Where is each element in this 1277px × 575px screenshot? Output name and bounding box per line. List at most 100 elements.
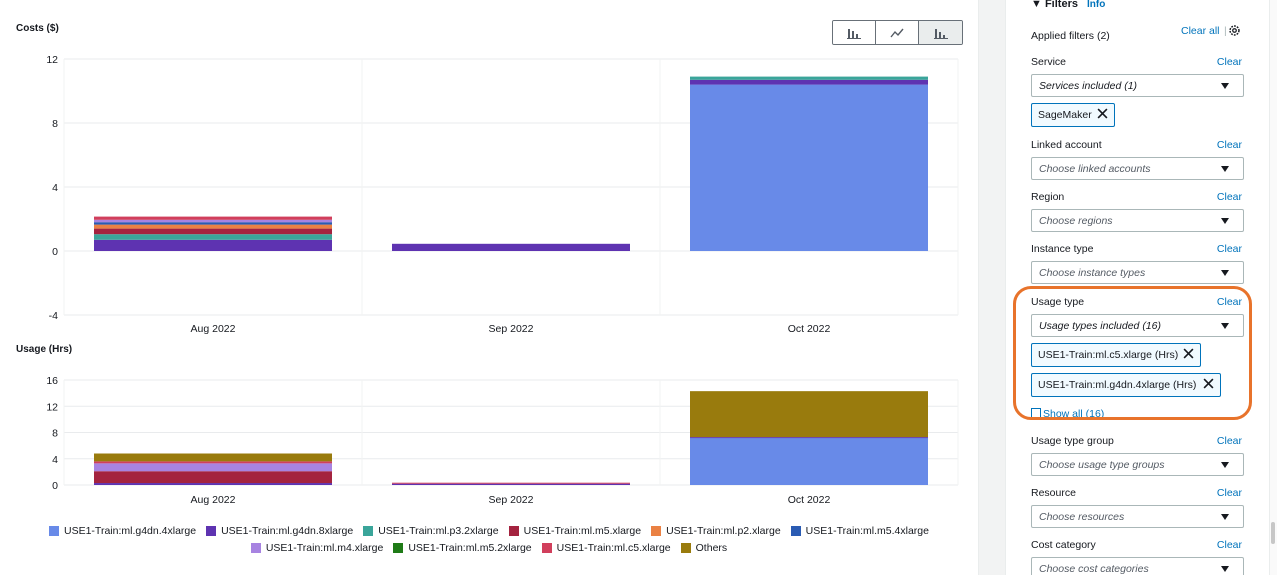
- resource-clear-link[interactable]: Clear: [1216, 487, 1242, 499]
- legend-label: USE1-Train:ml.m5.4xlarge: [805, 525, 929, 537]
- resource-select[interactable]: Choose resources: [1031, 505, 1244, 528]
- chart-view-toggle: [832, 20, 963, 45]
- region-clear-link[interactable]: Clear: [1216, 191, 1242, 203]
- legend-swatch: [541, 543, 552, 553]
- legend-item[interactable]: USE1-Train:ml.p3.2xlarge: [363, 525, 499, 537]
- legend-item[interactable]: USE1-Train:ml.c5.xlarge: [541, 542, 671, 554]
- legend-swatch: [250, 543, 261, 553]
- caret-down-icon: [1221, 83, 1229, 89]
- usage-type-group-select[interactable]: Choose usage type groups: [1031, 453, 1244, 476]
- caret-down-icon: [1221, 166, 1229, 172]
- chart-panel: 12 8 4 0 -4 Aug 2022 Sep 2022 Oct 2022 16 12 8 4 0 Au…: [0, 20, 978, 554]
- bar-segment: [690, 437, 928, 485]
- bar-segment: [690, 437, 928, 439]
- service-clear-link[interactable]: Clear: [1216, 56, 1242, 68]
- bar-segment: [690, 76, 928, 80]
- x-tick-label: Sep 2022: [489, 323, 534, 335]
- panel-divider: [978, 0, 1006, 575]
- scrollbar-thumb[interactable]: [1271, 522, 1275, 544]
- region-select[interactable]: Choose regions: [1031, 209, 1244, 232]
- bar-segment: [690, 79, 928, 85]
- x-tick-label: Aug 2022: [191, 323, 236, 335]
- bar-segment: [94, 224, 332, 229]
- y-tick-label: -4: [49, 310, 58, 322]
- legend-swatch: [651, 526, 662, 536]
- info-link[interactable]: Info: [1087, 0, 1106, 10]
- legend-label: USE1-Train:ml.c5.xlarge: [556, 542, 671, 554]
- legend-item[interactable]: USE1-Train:ml.p2.xlarge: [651, 525, 781, 537]
- service-chip: SageMaker: [1031, 103, 1115, 127]
- chip-label: USE1-Train:ml.g4dn.4xlarge (Hrs): [1038, 379, 1197, 391]
- cost-category-select[interactable]: Choose cost categories: [1031, 557, 1244, 575]
- caret-down-icon: [1221, 323, 1229, 329]
- y-tick-label: 8: [52, 118, 58, 130]
- gear-icon[interactable]: [1228, 24, 1241, 37]
- line-chart-view-button[interactable]: [876, 21, 919, 44]
- charts-canvas: 12 8 4 0 -4 Aug 2022 Sep 2022 Oct 2022 16 12 8 4 0 Au…: [46, 54, 959, 506]
- applied-filters-count: Applied filters (2): [1031, 30, 1110, 42]
- usage-type-clear-link[interactable]: Clear: [1216, 296, 1242, 308]
- legend-item[interactable]: USE1-Train:ml.m5.2xlarge: [393, 542, 532, 554]
- caret-down-icon: [1221, 514, 1229, 520]
- close-icon[interactable]: [1183, 348, 1194, 359]
- costs-axis-title: Costs ($): [16, 23, 59, 34]
- legend-item[interactable]: USE1-Train:ml.g4dn.4xlarge: [49, 525, 196, 537]
- legend-swatch: [49, 526, 59, 536]
- legend-label: USE1-Train:ml.p2.xlarge: [666, 525, 781, 537]
- bar-segment: [94, 216, 332, 220]
- close-icon[interactable]: [1097, 108, 1108, 119]
- legend-item[interactable]: Others: [680, 542, 727, 554]
- clear-all-link[interactable]: Clear all: [1181, 25, 1220, 37]
- region-placeholder: Choose regions: [1039, 215, 1113, 227]
- scrollbar[interactable]: [1270, 0, 1277, 575]
- filters-heading[interactable]: ▼ Filters Info: [1031, 0, 1105, 10]
- cost-category-clear-link[interactable]: Clear: [1216, 539, 1242, 551]
- usage-type-group-clear-link[interactable]: Clear: [1216, 435, 1242, 447]
- legend-row: USE1-Train:ml.m4.xlarge USE1-Train:ml.m5.…: [0, 542, 978, 554]
- stacked-bar-view-button[interactable]: [919, 21, 962, 44]
- bar-segment: [94, 222, 332, 225]
- bar-chart-view-button[interactable]: [833, 21, 876, 44]
- usage-type-chip: USE1-Train:ml.c5.xlarge (Hrs): [1031, 343, 1201, 367]
- resource-label: Resource: [1031, 487, 1076, 499]
- legend-item[interactable]: USE1-Train:ml.m5.4xlarge: [790, 525, 929, 537]
- caret-down-icon: [1221, 462, 1229, 468]
- legend-swatch: [508, 526, 519, 536]
- y-tick-label: 0: [52, 246, 58, 258]
- linked-account-select[interactable]: Choose linked accounts: [1031, 157, 1244, 180]
- legend-item[interactable]: USE1-Train:ml.m4.xlarge: [250, 542, 383, 554]
- y-tick-label: 12: [46, 54, 58, 66]
- bar-segment: [392, 483, 630, 485]
- y-tick-label: 4: [52, 182, 58, 194]
- filters-panel: ▼ Filters Info Applied filters (2) Clear…: [1006, 0, 1270, 575]
- caret-down-icon: [1221, 218, 1229, 224]
- y-tick-label: 4: [52, 454, 58, 466]
- separator: |: [1224, 25, 1227, 37]
- y-tick-label: 8: [52, 428, 58, 440]
- legend-item[interactable]: USE1-Train:ml.g4dn.8xlarge: [206, 525, 353, 537]
- bar-segment: [94, 453, 332, 462]
- show-all-link[interactable]: Show all (16): [1031, 408, 1104, 420]
- caret-down-icon: [1221, 566, 1229, 572]
- usage-type-select[interactable]: Usage types included (16): [1031, 314, 1244, 337]
- show-all-label: Show all (16): [1043, 408, 1105, 420]
- bar-chart-icon: [847, 28, 861, 39]
- service-label: Service: [1031, 56, 1067, 68]
- instance-type-label: Instance type: [1031, 243, 1094, 255]
- legend-label: USE1-Train:ml.m5.xlarge: [523, 525, 642, 537]
- legend-swatch: [790, 526, 801, 536]
- linked-account-clear-link[interactable]: Clear: [1216, 139, 1242, 151]
- bar-segment: [94, 461, 332, 464]
- bar-segment: [94, 463, 332, 472]
- usage-type-group-label: Usage type group: [1031, 435, 1114, 447]
- legend-item[interactable]: USE1-Train:ml.m5.xlarge: [508, 525, 642, 537]
- service-select[interactable]: Services included (1): [1031, 74, 1244, 97]
- close-icon[interactable]: [1203, 378, 1214, 389]
- bar-segment: [690, 391, 928, 438]
- linked-account-label: Linked account: [1031, 139, 1102, 151]
- legend-label: USE1-Train:ml.g4dn.4xlarge: [64, 525, 197, 537]
- legend-swatch: [393, 543, 404, 553]
- x-tick-label: Oct 2022: [788, 323, 831, 335]
- instance-type-clear-link[interactable]: Clear: [1216, 243, 1242, 255]
- instance-type-select[interactable]: Choose instance types: [1031, 261, 1244, 284]
